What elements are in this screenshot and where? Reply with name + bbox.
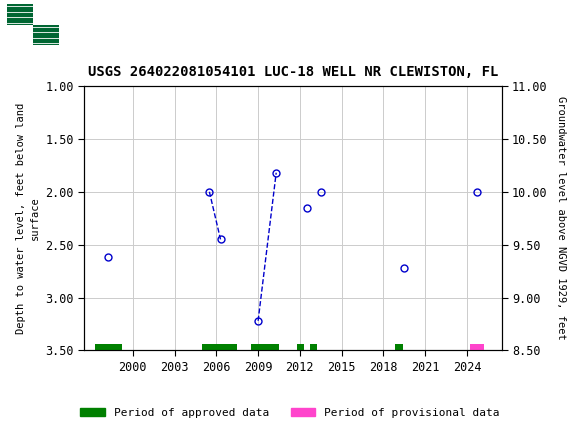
- Bar: [95, 344, 122, 350]
- Bar: [310, 344, 317, 350]
- Text: USGS: USGS: [72, 16, 128, 34]
- Bar: [297, 344, 304, 350]
- Legend: Period of approved data, Period of provisional data: Period of approved data, Period of provi…: [76, 403, 504, 422]
- Bar: [470, 344, 484, 350]
- Y-axis label: Groundwater level above NGVD 1929, feet: Groundwater level above NGVD 1929, feet: [556, 96, 566, 340]
- Y-axis label: Depth to water level, feet below land
surface: Depth to water level, feet below land su…: [16, 103, 39, 334]
- Bar: [202, 344, 237, 350]
- Title: USGS 264022081054101 LUC-18 WELL NR CLEWISTON, FL: USGS 264022081054101 LUC-18 WELL NR CLEW…: [88, 65, 498, 79]
- Bar: [33, 25, 59, 45]
- Bar: [7, 6, 62, 43]
- Bar: [7, 4, 33, 25]
- Bar: [251, 344, 279, 350]
- Bar: [394, 344, 403, 350]
